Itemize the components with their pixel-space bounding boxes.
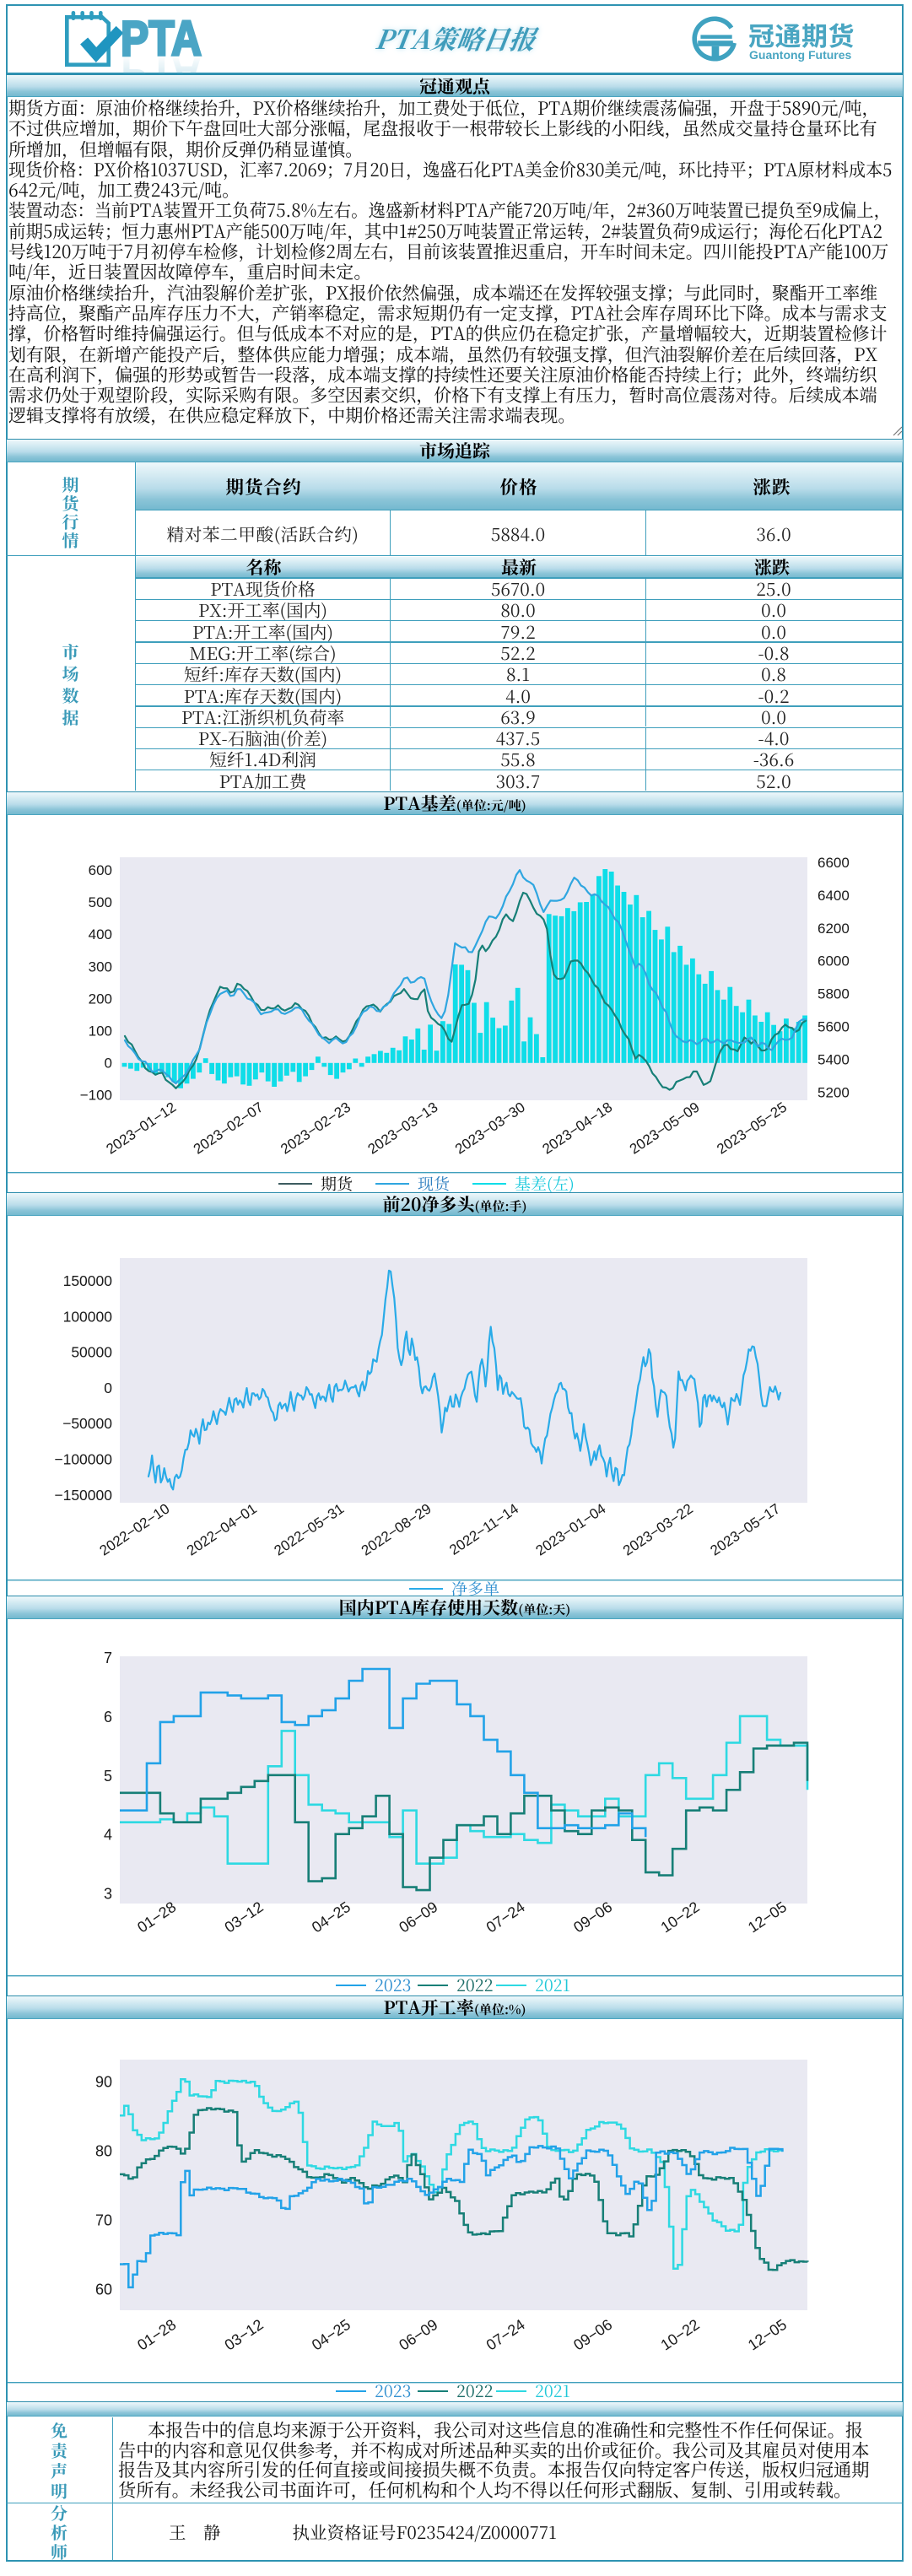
svg-text:04−25: 04−25: [309, 2316, 353, 2354]
svg-text:07−24: 07−24: [483, 1898, 528, 1936]
svg-text:现货: 现货: [418, 1172, 451, 1192]
svg-text:09−06: 09−06: [570, 2316, 615, 2354]
svg-text:−150000: −150000: [54, 1487, 112, 1504]
svg-text:01−28: 01−28: [134, 1898, 179, 1936]
svg-text:5400: 5400: [818, 1051, 850, 1067]
svg-text:2023−03−22: 2023−03−22: [620, 1500, 696, 1558]
svg-text:5: 5: [104, 1768, 112, 1785]
svg-text:09−06: 09−06: [570, 1898, 615, 1936]
svg-text:100: 100: [89, 1023, 112, 1040]
svg-text:5800: 5800: [818, 986, 850, 1002]
svg-text:净多单: 净多单: [451, 1577, 499, 1596]
svg-text:2023−03−30: 2023−03−30: [452, 1099, 528, 1158]
svg-text:06−09: 06−09: [396, 1898, 440, 1936]
svg-text:50000: 50000: [71, 1344, 112, 1361]
svg-text:07−24: 07−24: [483, 2316, 528, 2354]
svg-text:Guantong Futures: Guantong Futures: [749, 48, 852, 62]
svg-text:2022−05−31: 2022−05−31: [271, 1500, 347, 1558]
svg-text:500: 500: [89, 894, 112, 910]
svg-text:2023−05−25: 2023−05−25: [714, 1099, 790, 1158]
svg-text:2023−05−09: 2023−05−09: [627, 1099, 703, 1158]
svg-text:2022−04−01: 2022−04−01: [184, 1500, 260, 1558]
svg-text:2023: 2023: [375, 2379, 412, 2401]
svg-text:60: 60: [95, 2282, 112, 2298]
svg-text:基差(左): 基差(左): [515, 1172, 575, 1192]
svg-text:12−05: 12−05: [745, 2316, 790, 2354]
svg-text:0: 0: [105, 1056, 112, 1072]
svg-text:90: 90: [95, 2074, 112, 2091]
svg-text:冠通期货: 冠通期货: [748, 15, 855, 53]
svg-text:2023: 2023: [375, 1973, 412, 1995]
svg-text:2021: 2021: [535, 2379, 570, 2401]
svg-text:80: 80: [95, 2143, 112, 2160]
svg-text:7: 7: [104, 1650, 112, 1666]
svg-text:2023−03−13: 2023−03−13: [365, 1099, 441, 1158]
svg-text:600: 600: [89, 862, 112, 878]
svg-text:400: 400: [89, 926, 112, 942]
svg-text:2023−04−18: 2023−04−18: [539, 1099, 615, 1158]
svg-text:100000: 100000: [63, 1308, 113, 1325]
svg-text:4: 4: [104, 1827, 112, 1844]
svg-text:2023−01−12: 2023−01−12: [103, 1099, 179, 1158]
svg-text:2022: 2022: [456, 1973, 494, 1995]
svg-text:01−28: 01−28: [134, 2316, 179, 2354]
svg-text:2022−02−10: 2022−02−10: [97, 1500, 173, 1558]
svg-text:PTA: PTA: [121, 46, 202, 76]
svg-text:10−22: 10−22: [658, 2316, 703, 2354]
svg-text:150000: 150000: [63, 1272, 113, 1289]
svg-text:06−09: 06−09: [396, 2316, 440, 2354]
svg-text:2021: 2021: [535, 1973, 570, 1995]
svg-text:0: 0: [104, 1380, 112, 1396]
svg-text:10−22: 10−22: [658, 1898, 703, 1936]
svg-text:5200: 5200: [818, 1084, 850, 1100]
svg-text:03−12: 03−12: [222, 1898, 267, 1936]
svg-text:PTA: PTA: [121, 12, 202, 67]
svg-text:70: 70: [95, 2212, 112, 2229]
svg-text:6000: 6000: [818, 953, 850, 969]
svg-text:2023−05−17: 2023−05−17: [707, 1500, 783, 1558]
svg-text:−100000: −100000: [54, 1451, 112, 1468]
svg-text:6: 6: [104, 1709, 112, 1725]
svg-text:2023−01−04: 2023−01−04: [533, 1500, 609, 1558]
svg-text:300: 300: [89, 959, 112, 975]
svg-text:6200: 6200: [818, 921, 850, 937]
svg-text:3: 3: [104, 1886, 112, 1903]
svg-text:2022−08−29: 2022−08−29: [359, 1500, 434, 1558]
svg-text:03−12: 03−12: [222, 2316, 267, 2354]
svg-text:−100: −100: [80, 1088, 112, 1104]
svg-text:5600: 5600: [818, 1019, 850, 1035]
svg-text:2022−11−14: 2022−11−14: [446, 1500, 521, 1558]
svg-text:期货: 期货: [321, 1172, 353, 1192]
svg-text:2022: 2022: [456, 2379, 494, 2401]
svg-text:−50000: −50000: [62, 1415, 112, 1432]
svg-text:12−05: 12−05: [745, 1898, 790, 1936]
svg-text:2023−02−07: 2023−02−07: [191, 1099, 267, 1158]
svg-text:6400: 6400: [818, 888, 850, 904]
svg-text:04−25: 04−25: [309, 1898, 353, 1936]
svg-text:200: 200: [89, 991, 112, 1007]
svg-text:2023−02−23: 2023−02−23: [278, 1099, 353, 1158]
svg-text:6600: 6600: [818, 855, 850, 871]
